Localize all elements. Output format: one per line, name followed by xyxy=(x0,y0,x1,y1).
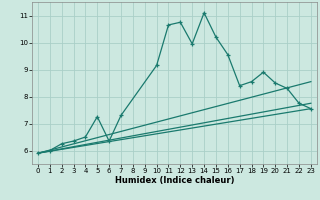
X-axis label: Humidex (Indice chaleur): Humidex (Indice chaleur) xyxy=(115,176,234,185)
